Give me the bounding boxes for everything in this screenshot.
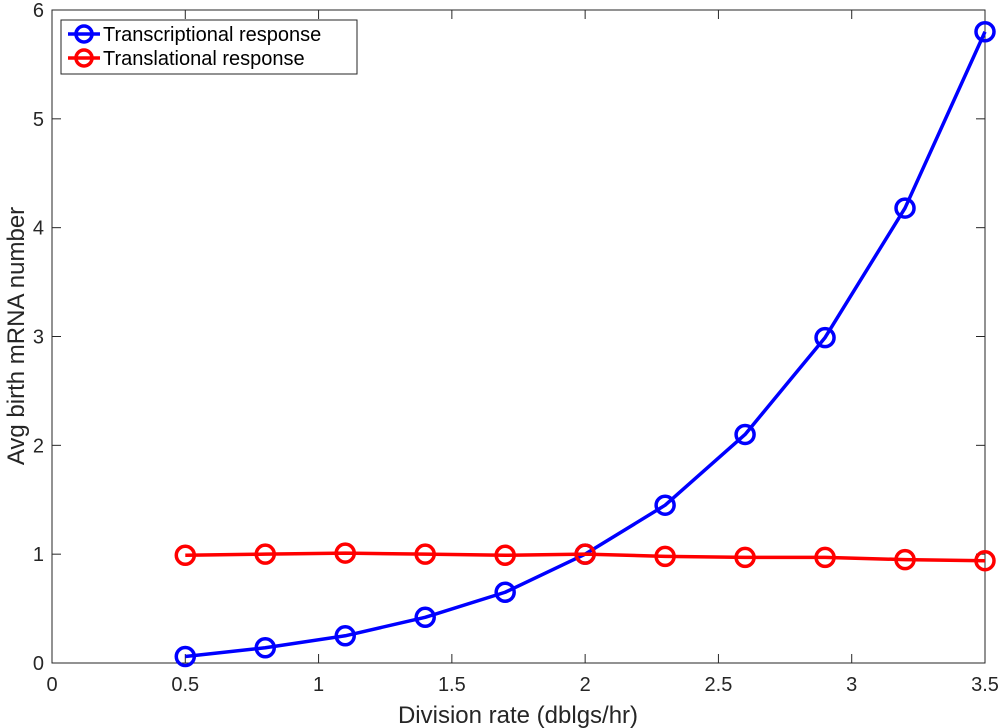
legend-marker: [74, 24, 94, 44]
plot-area: [51, 9, 986, 664]
y-tick-label: 0: [33, 653, 44, 675]
y-tick-label: 2: [33, 435, 44, 457]
x-axis-label: Division rate (dblgs/hr): [398, 702, 638, 728]
data-point: [814, 546, 836, 569]
data-point: [414, 543, 436, 565]
y-tick-label: 5: [33, 109, 44, 131]
data-point: [734, 423, 756, 446]
x-tick-label: 0.5: [171, 674, 199, 696]
series-line: [185, 551, 986, 563]
data-point: [174, 544, 197, 567]
x-tick-label: 1.5: [438, 674, 466, 696]
legend-marker: [74, 48, 94, 68]
x-tick-label: 3.5: [971, 674, 999, 696]
series-translational: [174, 542, 996, 572]
data-point: [174, 645, 197, 668]
legend-entry: Transcriptional response: [103, 24, 321, 46]
y-tick-label: 3: [33, 327, 44, 349]
y-tick-label: 6: [33, 0, 44, 22]
data-point: [494, 581, 516, 604]
data-point: [254, 543, 277, 565]
axis-ticks: 0 0.5 1 1.5 2 2.5 3 3.5 0 1 2 3 4 5 6: [33, 0, 999, 696]
legend-entry: Translational response: [103, 48, 305, 70]
data-point: [654, 494, 676, 516]
x-tick-label: 2.5: [705, 674, 733, 696]
y-axis-label: Avg birth mRNA number: [3, 207, 30, 465]
data-point: [974, 21, 996, 43]
y-tick-label: 4: [33, 218, 44, 240]
y-tick-label: 1: [33, 544, 44, 566]
legend-box: [60, 19, 358, 75]
data-point: [414, 606, 436, 629]
data-point: [974, 549, 996, 572]
series-layer: [174, 21, 996, 668]
data-point: [254, 637, 277, 659]
data-point: [814, 326, 836, 349]
data-point: [334, 625, 356, 647]
data-point: [894, 548, 916, 571]
x-tick-label: 0: [46, 674, 57, 696]
data-point: [494, 544, 516, 567]
x-tick-label: 3: [846, 674, 857, 696]
data-point: [734, 546, 756, 569]
x-tick-label: 1: [313, 674, 324, 696]
data-point: [894, 197, 916, 219]
x-tick-label: 2: [580, 674, 591, 696]
data-point: [654, 545, 676, 568]
data-point: [574, 543, 596, 565]
data-point: [334, 542, 356, 564]
